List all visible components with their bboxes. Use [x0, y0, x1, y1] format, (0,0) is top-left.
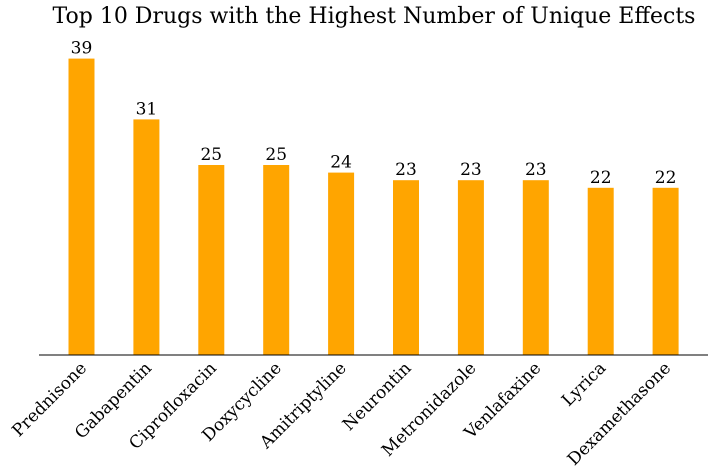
- value-label-gabapentin: 31: [136, 99, 158, 119]
- bar-gabapentin: [133, 119, 160, 356]
- value-label-amitriptyline: 24: [330, 153, 352, 173]
- value-label-neurontin: 23: [395, 160, 417, 180]
- bar-ciprofloxacin: [198, 165, 225, 355]
- value-label-metronidazole: 23: [460, 160, 482, 180]
- bar-metronidazole: [457, 180, 484, 355]
- value-label-group: 39 31 25 25 24 23 23 23 22 22: [71, 39, 677, 188]
- bar-neurontin: [393, 180, 419, 355]
- x-tick-label-lyrica: Lyrica: [558, 358, 610, 410]
- bar-dexamethasone: [652, 187, 679, 355]
- bar-doxycycline: [263, 165, 290, 355]
- value-label-doxycycline: 25: [265, 145, 287, 165]
- value-label-venlafaxine: 23: [525, 160, 547, 180]
- value-label-ciprofloxacin: 25: [200, 145, 222, 165]
- chart-title: Top 10 Drugs with the Highest Number of …: [53, 4, 696, 29]
- bar-venlafaxine: [522, 180, 549, 355]
- bar-group: [68, 58, 679, 356]
- value-label-dexamethasone: 22: [655, 168, 677, 188]
- value-label-prednisone: 39: [71, 39, 93, 59]
- bar-lyrica: [587, 187, 614, 355]
- bar-amitriptyline: [328, 172, 355, 355]
- bar-prednisone: [68, 58, 95, 355]
- value-label-lyrica: 22: [590, 168, 612, 188]
- x-tick-label-group: PrednisoneGabapentinCiprofloxacinDoxycyc…: [8, 358, 675, 469]
